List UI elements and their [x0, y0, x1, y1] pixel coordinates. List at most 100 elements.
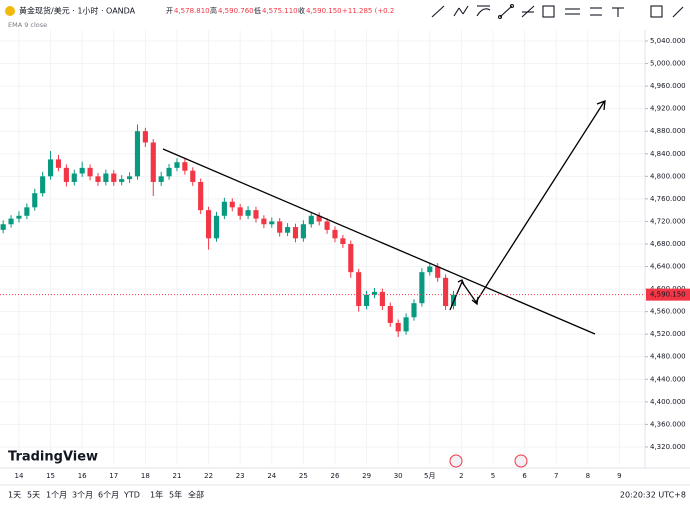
- range-button[interactable]: 6个月: [98, 491, 119, 500]
- candle-body: [198, 181, 204, 211]
- candle-body: [63, 167, 69, 182]
- candle-body: [71, 173, 77, 182]
- candle-body: [245, 210, 251, 216]
- logo: TradingView: [8, 450, 98, 465]
- candle-body: [261, 218, 267, 225]
- candle-body: [24, 207, 30, 216]
- y-tick-label: 5,040.000: [650, 37, 686, 45]
- symbol-icon: [5, 6, 15, 16]
- candle-body: [403, 317, 409, 332]
- x-tick-label: 18: [141, 472, 150, 480]
- candle-body: [443, 277, 449, 306]
- x-tick-label: 22: [204, 472, 213, 480]
- candle-body: [127, 176, 133, 180]
- range-button[interactable]: 1天: [8, 491, 21, 500]
- candle-body: [0, 224, 6, 230]
- candle-body: [332, 229, 338, 239]
- candle-body: [411, 303, 417, 318]
- range-button[interactable]: 3个月: [72, 491, 93, 500]
- x-tick-label: 21: [173, 472, 182, 480]
- x-tick-label: 5: [491, 472, 495, 480]
- candle-body: [32, 193, 38, 208]
- candle-body: [221, 201, 227, 216]
- candle-body: [166, 167, 172, 177]
- x-tick-label: 14: [15, 472, 24, 480]
- x-tick-label: 17: [109, 472, 118, 480]
- candle-body: [40, 176, 46, 194]
- candle-body: [158, 176, 164, 182]
- y-tick-label: 4,520.000: [650, 330, 686, 338]
- event-icon[interactable]: [514, 454, 528, 468]
- candle-body: [277, 221, 283, 233]
- candle-body: [47, 159, 54, 177]
- y-tick-label: 4,680.000: [650, 240, 686, 248]
- candle-body: [237, 207, 243, 216]
- range-button[interactable]: 全部: [188, 490, 204, 500]
- x-tick-label: 6: [522, 472, 527, 480]
- ohlc-key: 收: [298, 6, 305, 15]
- event-icon[interactable]: [449, 454, 463, 468]
- candle-body: [142, 131, 148, 143]
- x-tick-label: 5月: [424, 472, 435, 480]
- change: +11.285 (+0.2: [342, 7, 394, 15]
- candle-body: [356, 272, 362, 306]
- ohlc-key: 开: [166, 7, 173, 15]
- x-tick-label: 23: [236, 472, 245, 480]
- y-tick-label: 4,360.000: [650, 420, 686, 428]
- candle-body: [292, 227, 299, 239]
- y-tick-label: 4,880.000: [650, 127, 686, 135]
- candle-body: [419, 272, 425, 304]
- x-tick-label: 9: [617, 472, 621, 480]
- y-tick-label: 4,840.000: [650, 150, 686, 158]
- candle-body: [87, 167, 93, 177]
- candle-body: [285, 227, 291, 233]
- trend-line[interactable]: [162, 148, 596, 335]
- x-tick-label: 30: [394, 472, 403, 480]
- candles: [0, 124, 457, 338]
- candle-body: [174, 162, 180, 168]
- y-tick-label: 5,000.000: [650, 60, 686, 68]
- ohlc-value: 4,578.810: [174, 7, 210, 15]
- x-tick-label: 16: [78, 472, 87, 480]
- x-tick-label: 29: [362, 472, 371, 480]
- candle-body: [379, 291, 385, 306]
- grid: [0, 30, 645, 465]
- candle-body: [182, 162, 188, 171]
- candle-body: [387, 305, 393, 323]
- y-tick-label: 4,920.000: [650, 105, 686, 113]
- range-button[interactable]: 1年: [150, 490, 163, 500]
- y-tick-label: 4,640.000: [650, 263, 686, 271]
- ohlc-key: 低: [254, 6, 261, 15]
- x-tick-label: 24: [267, 472, 276, 480]
- price-axis: 5,040.000 5,000.000 4,960.000 4,920.000 4,88…: [0, 37, 690, 451]
- current-price-box: [646, 288, 690, 301]
- candle-body: [111, 173, 117, 182]
- drawing-tools[interactable]: [418, 0, 690, 24]
- y-tick-label: 4,760.000: [650, 195, 686, 203]
- candle-body: [79, 167, 85, 174]
- candle-body: [324, 221, 330, 230]
- y-tick-label: 4,480.000: [650, 353, 686, 361]
- ohlc-readout: 开 4,578.810 高 4,590.760 低 4,575.110 收 4,590.150…: [166, 6, 394, 15]
- range-button[interactable]: 5年: [169, 490, 182, 500]
- candle-body: [119, 179, 125, 182]
- candle-body: [150, 142, 156, 182]
- range-button[interactable]: 5天: [27, 491, 40, 500]
- candle-body: [16, 215, 22, 219]
- range-button[interactable]: 1个月: [46, 491, 67, 500]
- candle-body: [8, 218, 14, 225]
- candle-body: [300, 224, 306, 239]
- candle-body: [103, 173, 109, 182]
- symbol: 黄金现货/美元 · 1小时 · OANDA: [19, 6, 136, 16]
- candle-body: [134, 131, 141, 177]
- projection-path[interactable]: [449, 101, 605, 311]
- candle-body: [316, 215, 322, 222]
- candle-body: [340, 238, 346, 244]
- clock: 20:20:32 UTC+8: [620, 491, 686, 500]
- range-button[interactable]: YTD: [123, 491, 140, 500]
- range-buttons: 1天 5天 1个月 3个月 6个月 YTD 1年 5年 全部: [8, 490, 204, 500]
- y-tick-label: 4,960.000: [650, 82, 686, 90]
